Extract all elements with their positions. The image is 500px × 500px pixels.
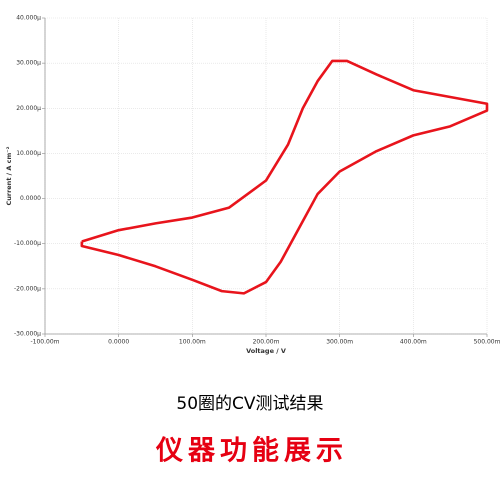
x-tick-label: 200.00m (253, 339, 280, 346)
cv-curve (80, 59, 489, 295)
x-axis-label: Voltage / V (246, 347, 286, 355)
y-tick-label: 20.000µ (16, 105, 41, 112)
y-tick-label: 40.000µ (16, 15, 41, 22)
banner: 仪器功能展示 (155, 435, 348, 467)
x-tick-label: -100.00m (30, 339, 59, 346)
x-tick-label: 400.00m (400, 339, 427, 346)
y-axis-label: Current / A cm⁻² (5, 146, 13, 205)
y-tick-label: 0.0000 (20, 195, 41, 202)
y-tick-label: -10.000µ (14, 240, 41, 247)
y-tick-label: -20.000µ (14, 285, 41, 292)
x-tick-label: 300.00m (326, 339, 353, 346)
x-tick-label: 500.00m (474, 339, 500, 346)
x-tick-label: 0.0000 (108, 339, 129, 346)
y-tick-label: 30.000µ (16, 60, 41, 67)
x-tick-label: 100.00m (179, 339, 206, 346)
y-tick-label: -30.000µ (14, 331, 41, 338)
y-tick-label: 10.000µ (16, 150, 41, 157)
caption: 50圈的CV测试结果 (176, 394, 323, 414)
